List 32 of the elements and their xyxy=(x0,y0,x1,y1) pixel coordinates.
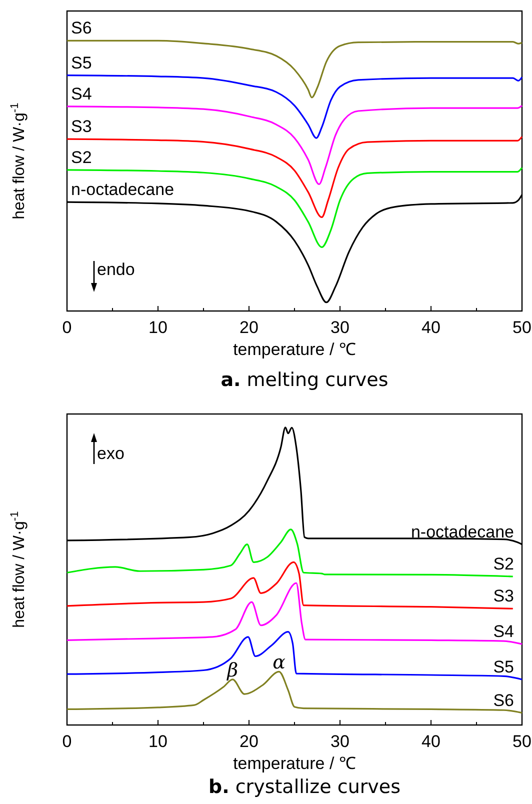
annotation: endo xyxy=(97,260,135,279)
x-tick-label: 0 xyxy=(62,732,72,751)
x-tick-label: 50 xyxy=(512,732,532,751)
x-tick-label: 20 xyxy=(240,732,258,751)
x-tick-label: 30 xyxy=(330,318,350,337)
x-tick-label: 50 xyxy=(512,318,532,337)
x-tick-label: 40 xyxy=(422,732,440,751)
text: b. crystallize curves xyxy=(208,776,401,798)
x-axis-title: temperature / ℃ xyxy=(233,754,356,773)
series-label: S2 xyxy=(493,554,514,574)
series-label: n-octadecane xyxy=(410,522,514,542)
annotation: α xyxy=(272,652,286,674)
series-label: S5 xyxy=(493,657,514,676)
text: a. melting curves xyxy=(220,369,388,391)
x-tick-label: 20 xyxy=(240,318,258,337)
x-tick-label: 10 xyxy=(148,318,168,337)
series-label: n-octadecane xyxy=(71,180,174,200)
series-label: S3 xyxy=(71,117,92,136)
series-label: S2 xyxy=(71,148,92,167)
series-label: S3 xyxy=(493,586,514,606)
series-label: S4 xyxy=(71,84,92,104)
x-tick-label: 40 xyxy=(422,318,440,337)
series-label: S4 xyxy=(493,622,514,642)
annotation: exo xyxy=(97,444,124,463)
series-label: S6 xyxy=(71,18,92,38)
x-axis-title: temperature / ℃ xyxy=(233,340,356,359)
x-tick-label: 0 xyxy=(62,318,72,337)
x-tick-label: 30 xyxy=(330,732,350,751)
series-label: S6 xyxy=(493,690,514,710)
series-label: S5 xyxy=(71,53,92,72)
annotation: β xyxy=(226,659,238,682)
x-tick-label: 10 xyxy=(148,732,168,751)
